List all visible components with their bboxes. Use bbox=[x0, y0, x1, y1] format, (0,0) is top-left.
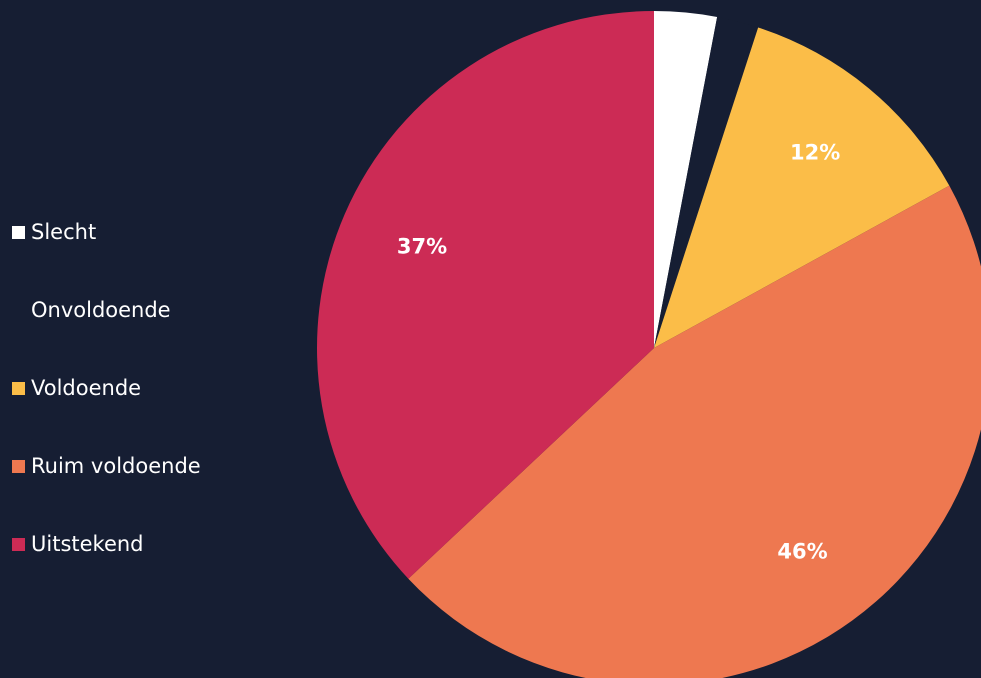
data-label-uitstekend: 37% bbox=[397, 235, 447, 259]
legend-item-slecht: Slecht bbox=[12, 208, 201, 256]
legend-swatch-uitstekend bbox=[12, 537, 25, 551]
pie-slice-onvoldoende bbox=[654, 16, 759, 348]
legend-swatch-voldoende bbox=[12, 381, 25, 395]
legend-label-ruim-voldoende: Ruim voldoende bbox=[31, 454, 201, 478]
legend-label-voldoende: Voldoende bbox=[31, 376, 142, 400]
data-label-ruim-voldoende: 46% bbox=[777, 539, 827, 563]
legend-item-voldoende: Voldoende bbox=[12, 364, 201, 412]
pie-slice-uitstekend bbox=[317, 11, 654, 579]
data-label-slecht: 3% bbox=[666, 23, 702, 47]
pie-slice-ruim-voldoende bbox=[408, 185, 981, 678]
data-label-voldoende: 12% bbox=[790, 140, 840, 164]
legend-item-ruim-voldoende: Ruim voldoende bbox=[12, 442, 201, 490]
pie-slice-voldoende bbox=[654, 27, 950, 348]
pie-slice-slecht bbox=[654, 11, 718, 348]
chart-legend: Slecht Onvoldoende Voldoende Ruim voldoe… bbox=[12, 208, 201, 568]
legend-label-onvoldoende: Onvoldoende bbox=[31, 298, 171, 322]
legend-label-uitstekend: Uitstekend bbox=[31, 532, 144, 556]
legend-swatch-onvoldoende bbox=[12, 303, 25, 317]
legend-item-onvoldoende: Onvoldoende bbox=[12, 286, 201, 334]
legend-swatch-ruim-voldoende bbox=[12, 459, 25, 473]
legend-item-uitstekend: Uitstekend bbox=[12, 520, 201, 568]
legend-label-slecht: Slecht bbox=[31, 220, 97, 244]
legend-swatch-slecht bbox=[12, 225, 25, 239]
